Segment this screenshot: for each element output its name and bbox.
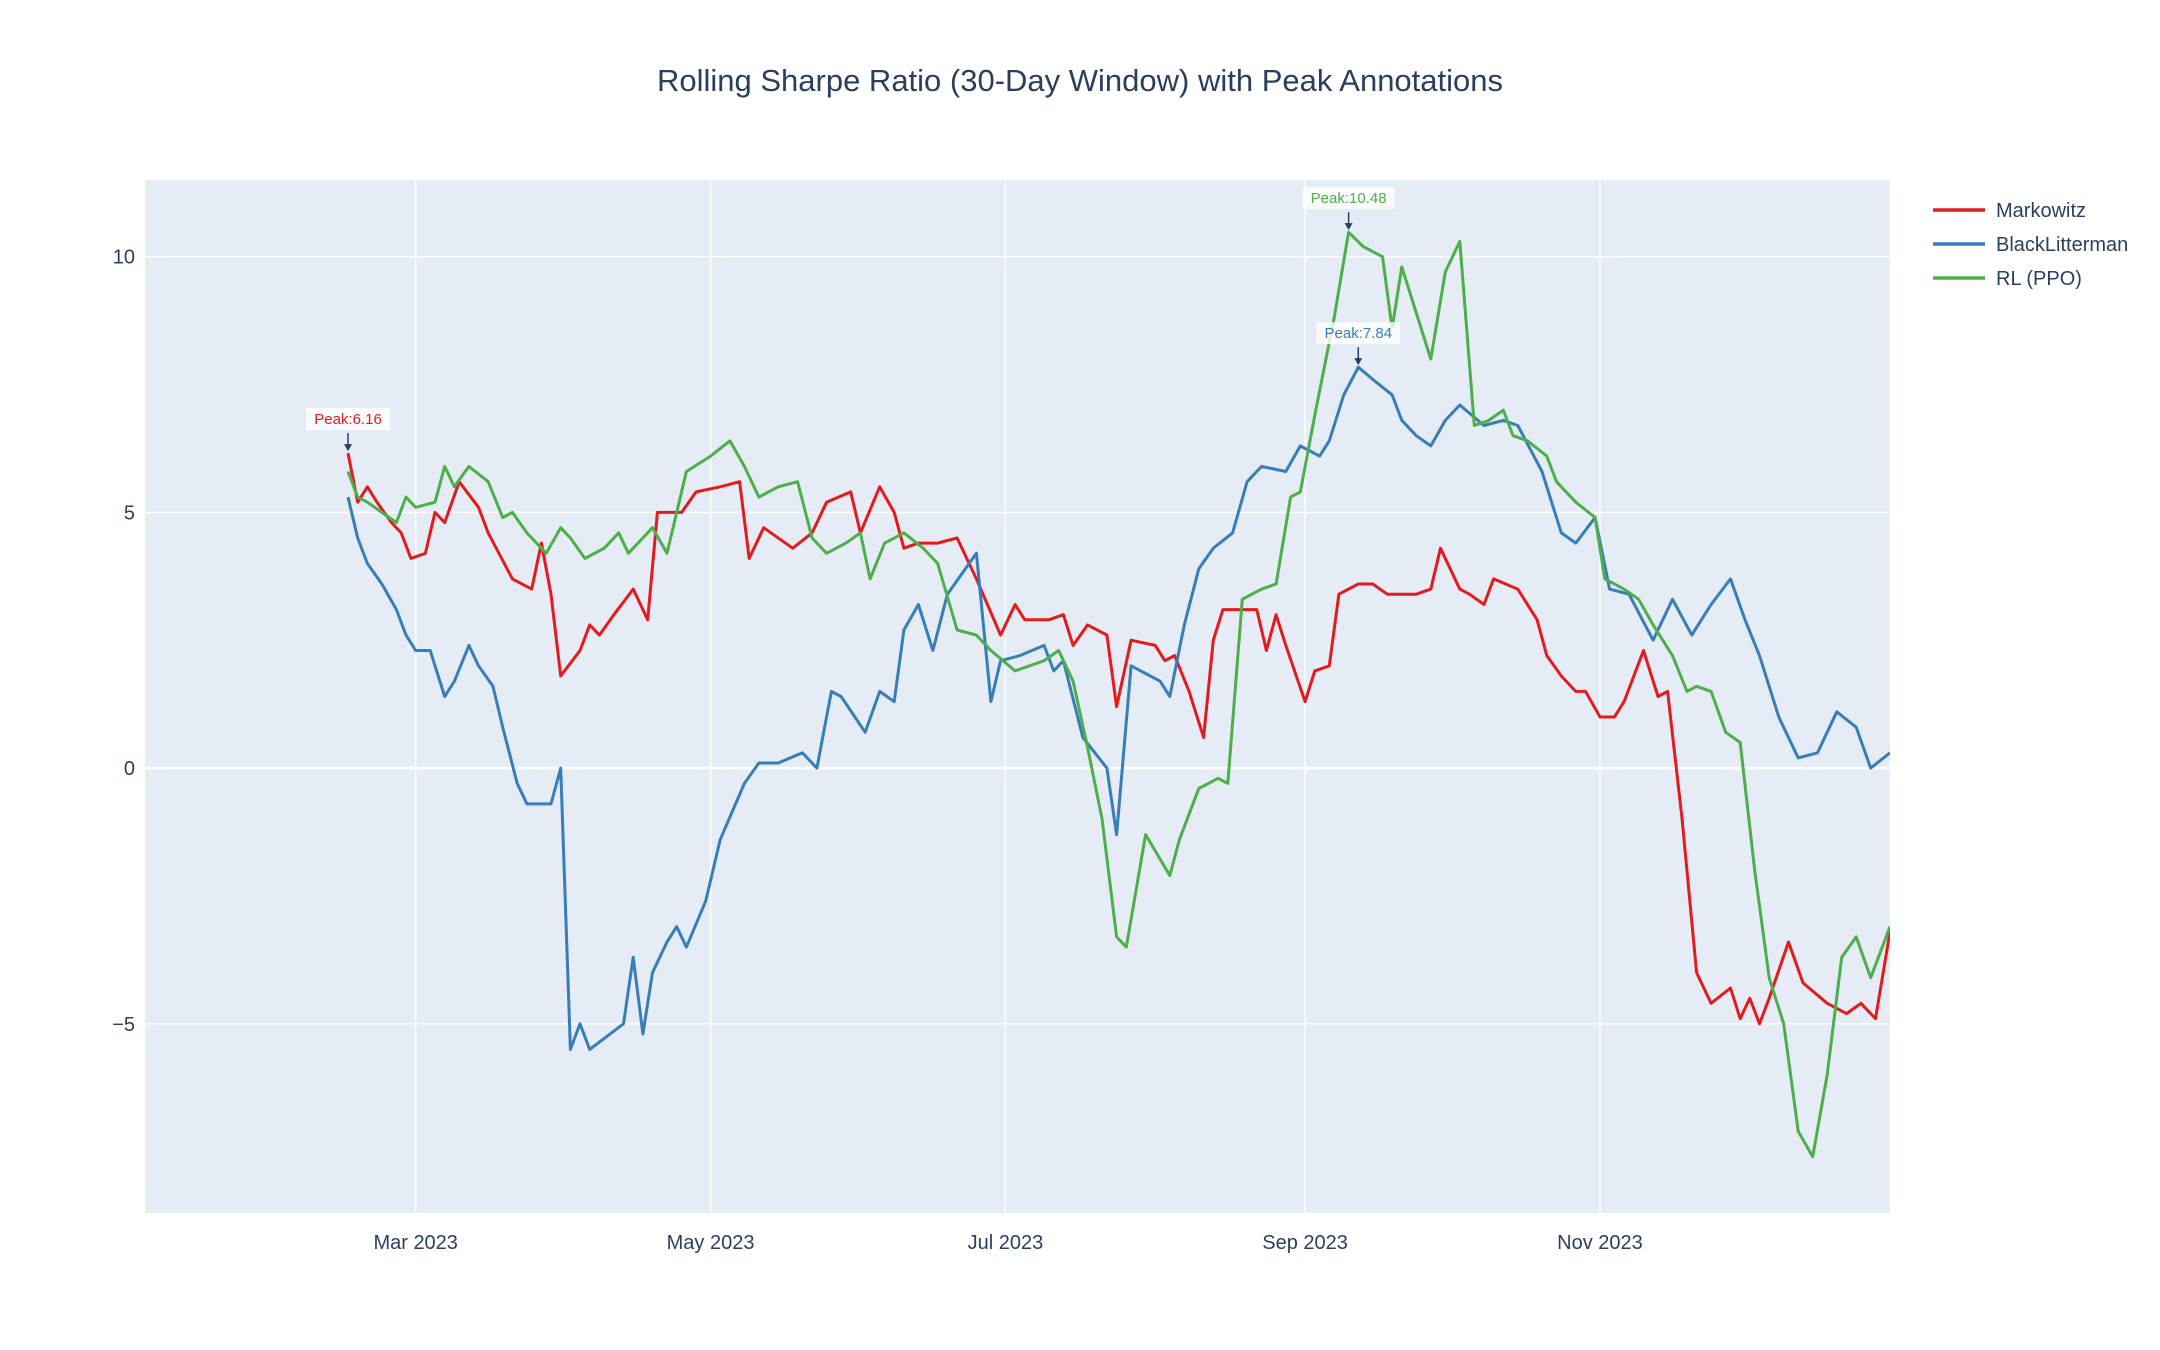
x-tick-label: Jul 2023 (968, 1232, 1044, 1254)
plot-area (145, 180, 1890, 1213)
peak-annotation: Peak:10.48 (1302, 187, 1395, 231)
series-line-blacklitterman (346, 365, 1890, 1051)
x-tick-label: Mar 2023 (373, 1232, 458, 1254)
legend-label: Markowitz (1996, 200, 2086, 222)
y-tick-label: −5 (112, 1014, 135, 1036)
x-tick-label: Nov 2023 (1557, 1232, 1643, 1254)
series-line-markowitz (346, 452, 1890, 1026)
peak-annotation: Peak:6.16 (306, 408, 390, 452)
annotation-arrow-head (344, 444, 353, 452)
series-line-rl-ppo (346, 230, 1890, 1159)
annotation-label: Peak:6.16 (314, 411, 382, 428)
axes: Mar 2023 May 2023 Jul 2023 Sep 2023 Nov 2023… (112, 247, 1643, 1254)
legend[interactable]: Markowitz BlackLitterman RL (PPO) (1933, 200, 2128, 290)
y-tick-label: 10 (113, 247, 135, 269)
legend-label: BlackLitterman (1996, 234, 2128, 256)
legend-label: RL (PPO) (1996, 268, 2082, 290)
annotation-box (306, 408, 390, 431)
y-tick-label: 5 (124, 502, 135, 524)
legend-item[interactable]: BlackLitterman (1933, 234, 2128, 256)
chart-title: Rolling Sharpe Ratio (30-Day Window) wit… (657, 63, 1503, 98)
series-lines (346, 230, 1890, 1159)
annotation-arrow-head (1354, 358, 1363, 366)
annotation-box (1302, 187, 1395, 210)
x-tick-label: May 2023 (667, 1232, 755, 1254)
y-tick-label: 0 (124, 758, 135, 780)
annotation-arrow-head (1344, 223, 1353, 231)
peak-annotation: Peak:7.84 (1316, 322, 1401, 366)
legend-item[interactable]: Markowitz (1933, 200, 2086, 222)
legend-item[interactable]: RL (PPO) (1933, 268, 2082, 290)
x-tick-label: Sep 2023 (1262, 1232, 1348, 1254)
annotation-box (1316, 322, 1401, 345)
annotation-label: Peak:10.48 (1311, 190, 1387, 207)
peak-annotations: Peak:6.16 Peak:7.84 Peak:10.48 (306, 187, 1401, 452)
annotation-label: Peak:7.84 (1325, 325, 1393, 342)
